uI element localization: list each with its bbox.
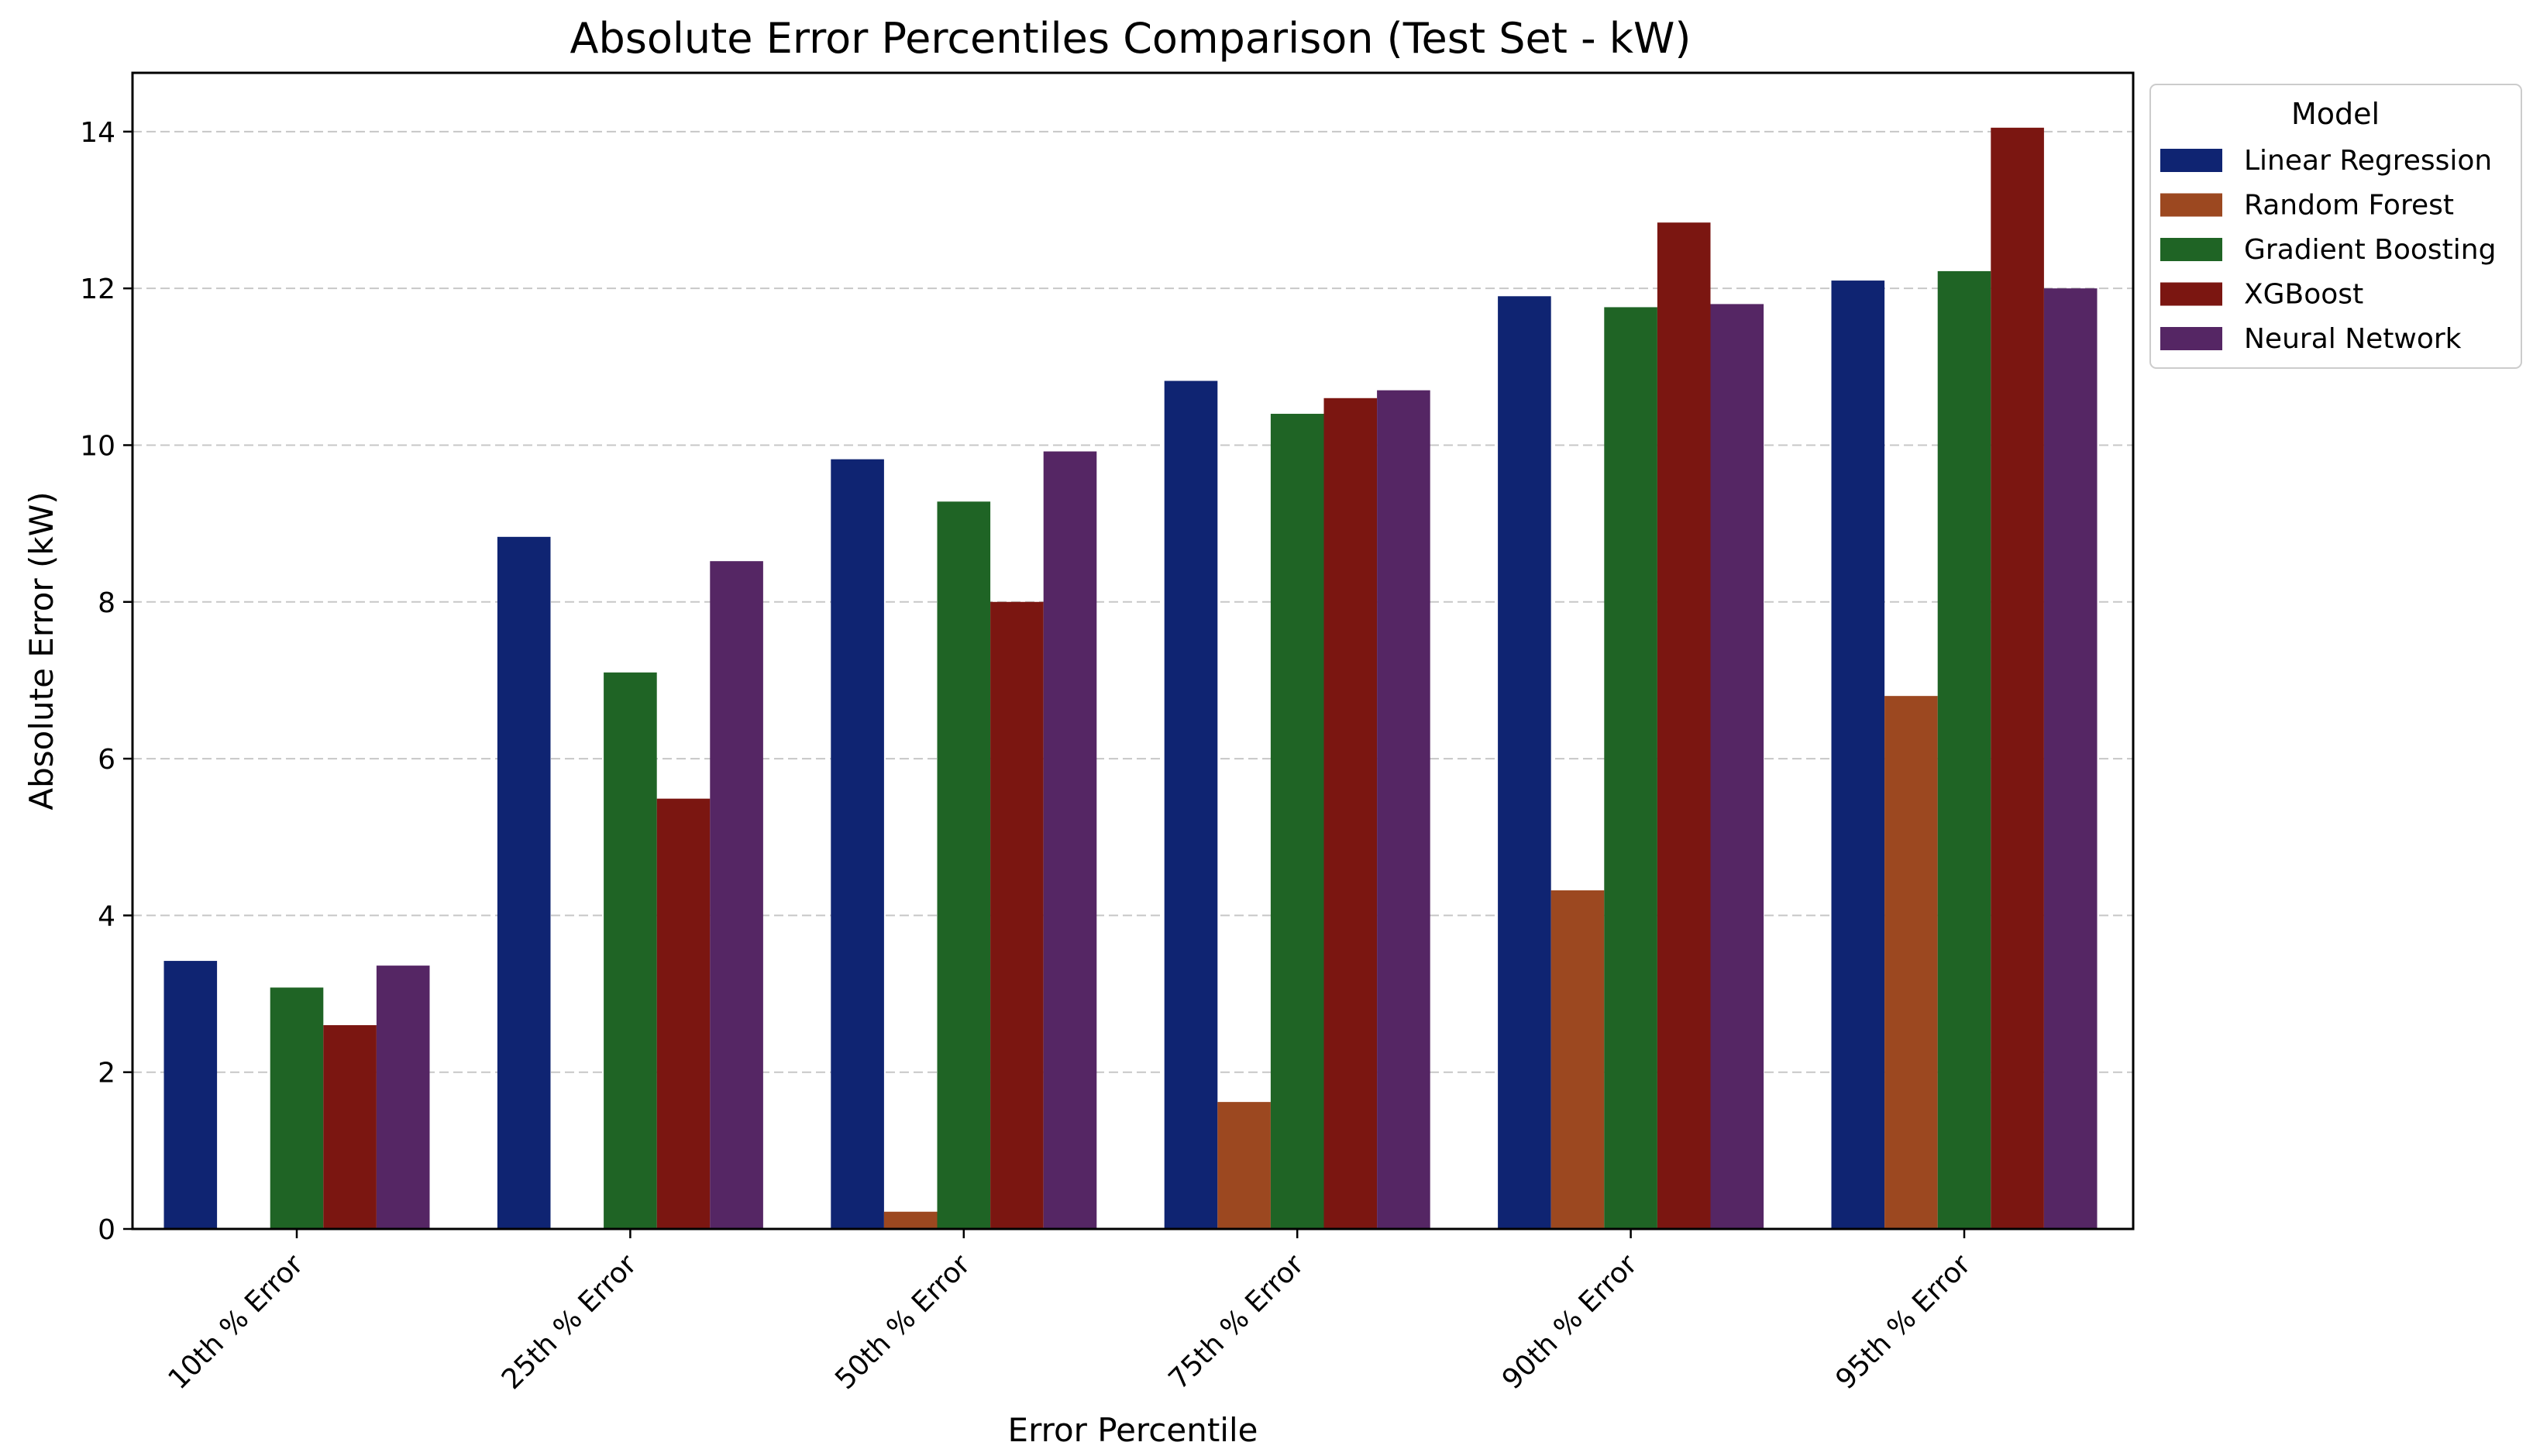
legend-label: XGBoost [2244,279,2363,311]
bar-neural-network [376,966,430,1229]
bar-xgboost [1323,398,1378,1229]
y-tick-label: 0 [98,1214,115,1246]
legend-swatch [2160,327,2222,350]
y-tick-label: 8 [98,587,115,619]
legend-swatch [2160,193,2222,217]
x-axis-label: Error Percentile [1008,1411,1258,1449]
legend-swatch [2160,149,2222,172]
bar-gradient-boosting [1937,270,1991,1230]
x-tick-label: 95th % Error [1829,1248,1977,1396]
bar-neural-network [1043,451,1097,1229]
bar-neural-network [710,561,763,1229]
legend-title: Model [2291,97,2380,131]
x-tick-label: 50th % Error [829,1248,976,1396]
y-tick-label: 6 [98,744,115,776]
bar-neural-network [1377,390,1430,1230]
y-tick-label: 2 [98,1058,115,1089]
plot-area-frame [131,71,2135,1231]
bar-linear-regression [831,459,884,1229]
bar-linear-regression [497,536,551,1229]
y-axis-label: Absolute Error (kW) [22,491,60,810]
bar-linear-regression [163,961,218,1229]
y-axis: 0 2 4 6 8 10 12 14 [80,117,133,1246]
legend-swatch [2160,238,2222,261]
bar-xgboost [323,1025,377,1229]
x-tick-label: 25th % Error [496,1248,643,1396]
bar-random-forest [1550,890,1605,1229]
legend-label: Linear Regression [2244,145,2492,177]
grid-lines [133,130,2133,1073]
bar-gradient-boosting [937,501,991,1229]
x-tick-label: 75th % Error [1163,1248,1310,1396]
bar-linear-regression [1164,380,1218,1229]
x-tick-label: 10th % Error [162,1248,309,1396]
x-tick-label: 90th % Error [1496,1248,1643,1396]
y-tick-label: 14 [80,117,115,149]
bars [163,127,2098,1230]
bar-xgboost [990,601,1044,1229]
y-tick-label: 4 [98,900,115,932]
bar-gradient-boosting [1270,414,1324,1229]
bar-gradient-boosting [604,672,657,1229]
bar-linear-regression [1498,296,1551,1229]
bar-gradient-boosting [270,987,324,1229]
y-tick-label: 10 [80,430,115,462]
bar-neural-network [1710,304,1764,1229]
bar-random-forest [1217,1102,1271,1229]
bar-random-forest [883,1211,938,1229]
legend-label: Neural Network [2244,323,2462,355]
bar-xgboost [1991,127,2044,1230]
legend-swatch [2160,282,2222,306]
x-axis: 10th % Error 25th % Error 50th % Error 75th… [162,1229,1977,1396]
legend: Model Linear Regression Random Forest Grad… [2149,84,2522,369]
bar-neural-network [2043,288,2098,1230]
chart-title: Absolute Error Percentiles Comparison (T… [570,14,1692,63]
bar-linear-regression [1831,281,1885,1230]
bar-gradient-boosting [1604,307,1657,1230]
bar-xgboost [656,798,711,1229]
bar-random-forest [1884,696,1938,1229]
legend-label: Random Forest [2244,190,2454,222]
bar-xgboost [1657,222,1711,1229]
legend-frame [2149,84,2522,369]
y-tick-label: 12 [80,274,115,305]
legend-label: Gradient Boosting [2244,234,2496,266]
